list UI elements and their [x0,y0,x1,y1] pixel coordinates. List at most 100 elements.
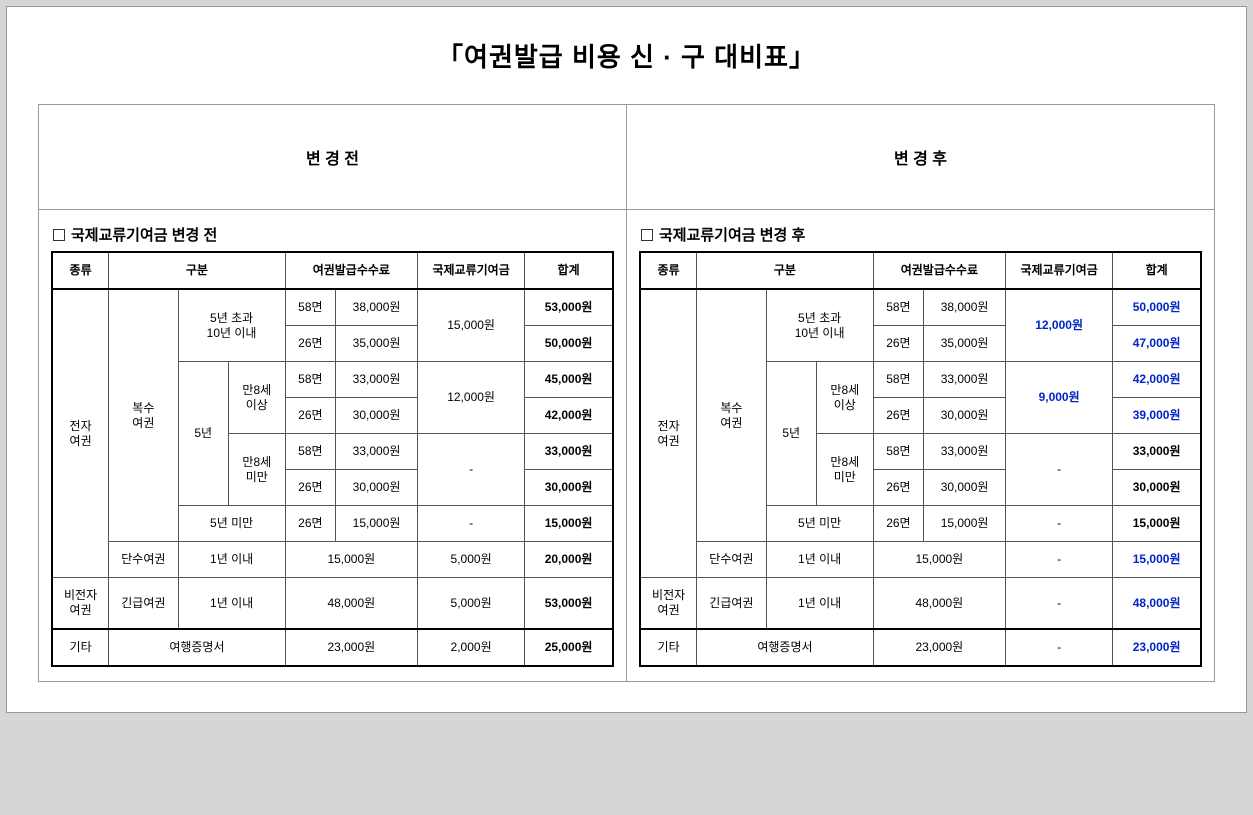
cell-contrib: - [418,434,525,506]
cell-multi: 복수여권 [109,289,178,542]
cell-total: 48,000원 [1113,578,1201,630]
cell-contrib: 12,000원 [1006,289,1113,362]
cell-age8minus: 만8세미만 [228,434,285,506]
col-fee: 여권발급수수료 [873,252,1005,289]
cell-fee: 33,000원 [336,434,418,470]
cell-elec: 전자여권 [640,289,697,578]
cell-pages: 26면 [873,398,923,434]
cell-total: 23,000원 [1113,629,1201,666]
cell-contrib: 2,000원 [418,629,525,666]
cell-pages: 26면 [873,506,923,542]
cell-under5: 5년 미만 [178,506,285,542]
cell-contrib: - [1006,542,1113,578]
cell-pages: 26면 [285,506,335,542]
cell-fee: 33,000원 [336,362,418,398]
after-subtitle-text: 국제교류기여금 변경 후 [659,227,805,244]
col-contrib: 국제교류기여금 [418,252,525,289]
cell-traveldoc: 여행증명서 [109,629,285,666]
cell-pages: 58면 [285,362,335,398]
cell-contrib: - [1006,506,1113,542]
cell-pages: 26면 [285,470,335,506]
cell-total: 53,000원 [525,289,613,326]
cell-nonelec: 비전자여권 [52,578,109,630]
cell-urgent: 긴급여권 [109,578,178,630]
fee-table: 종류구분여권발급수수료국제교류기여금합계전자여권복수여권5년 초과10년 이내5… [639,251,1202,667]
cell-etc: 기타 [640,629,697,666]
cell-age8plus: 만8세이상 [228,362,285,434]
cell-over5: 5년 초과10년 이내 [178,289,285,362]
cell-age8minus: 만8세미만 [816,434,873,506]
before-subtitle-text: 국제교류기여금 변경 전 [71,227,217,244]
cell-pages: 26면 [285,398,335,434]
cell-fee: 35,000원 [924,326,1006,362]
cell-fee: 23,000원 [873,629,1005,666]
col-type: 종류 [640,252,697,289]
cell-within1y: 1년 이내 [178,578,285,630]
cell-contrib: 5,000원 [418,542,525,578]
document-page: 「여권발급 비용 신 · 구 대비표」 변 경 전 변 경 후 국제교류기여금 … [6,6,1247,713]
after-heading: 변 경 후 [627,105,1214,209]
cell-total: 33,000원 [1113,434,1201,470]
cell-fee: 15,000원 [873,542,1005,578]
cell-etc: 기타 [52,629,109,666]
cell-fee: 33,000원 [924,434,1006,470]
cell-fee: 30,000원 [924,398,1006,434]
cell-pages: 26면 [873,326,923,362]
cell-under5: 5년 미만 [766,506,873,542]
cell-total: 50,000원 [1113,289,1201,326]
col-division: 구분 [697,252,873,289]
fee-table: 종류구분여권발급수수료국제교류기여금합계전자여권복수여권5년 초과10년 이내5… [51,251,614,667]
cell-fee: 15,000원 [336,506,418,542]
cell-total: 50,000원 [525,326,613,362]
cell-total: 30,000원 [1113,470,1201,506]
cell-total: 39,000원 [1113,398,1201,434]
cell-fee: 38,000원 [924,289,1006,326]
cell-total: 53,000원 [525,578,613,630]
comparison-container: 변 경 전 변 경 후 국제교류기여금 변경 전 종류구분여권발급수수료 국제교류… [38,104,1215,682]
cell-fee: 35,000원 [336,326,418,362]
cell-elec: 전자여권 [52,289,109,578]
col-total: 합계 [1113,252,1201,289]
cell-pages: 26면 [873,470,923,506]
cell-total: 45,000원 [525,362,613,398]
before-heading: 변 경 전 [39,105,626,209]
before-cell: 국제교류기여금 변경 전 종류구분여권발급수수료국제교류기여금합계전자여권복수여… [38,210,626,682]
cell-contrib: 15,000원 [418,289,525,362]
cell-within1y: 1년 이내 [766,542,873,578]
cell-total: 42,000원 [525,398,613,434]
col-total: 합계 [525,252,613,289]
cell-age8plus: 만8세이상 [816,362,873,434]
cell-total: 33,000원 [525,434,613,470]
cell-pages: 58면 [285,434,335,470]
after-subtitle: 국제교류기여금 변경 후 [627,210,1214,251]
checkbox-icon [53,229,65,241]
cell-nonelec: 비전자여권 [640,578,697,630]
cell-within1y: 1년 이내 [178,542,285,578]
cell-5yr: 5년 [178,362,228,506]
cell-fee: 30,000원 [336,470,418,506]
cell-total: 15,000원 [1113,506,1201,542]
cell-total: 15,000원 [1113,542,1201,578]
cell-total: 47,000원 [1113,326,1201,362]
cell-fee: 15,000원 [285,542,417,578]
cell-urgent: 긴급여권 [697,578,766,630]
cell-fee: 48,000원 [873,578,1005,630]
cell-fee: 23,000원 [285,629,417,666]
cell-contrib: 5,000원 [418,578,525,630]
cell-contrib: 9,000원 [1006,362,1113,434]
cell-pages: 58면 [873,434,923,470]
cell-5yr: 5년 [766,362,816,506]
cell-pages: 26면 [285,326,335,362]
cell-contrib: 12,000원 [418,362,525,434]
cell-contrib: - [1006,578,1113,630]
cell-traveldoc: 여행증명서 [697,629,873,666]
cell-single: 단수여권 [109,542,178,578]
before-subtitle: 국제교류기여금 변경 전 [39,210,626,251]
cell-within1y: 1년 이내 [766,578,873,630]
cell-total: 42,000원 [1113,362,1201,398]
page-title: 「여권발급 비용 신 · 구 대비표」 [7,37,1246,74]
cell-total: 20,000원 [525,542,613,578]
cell-multi: 복수여권 [697,289,766,542]
cell-total: 25,000원 [525,629,613,666]
cell-fee: 15,000원 [924,506,1006,542]
